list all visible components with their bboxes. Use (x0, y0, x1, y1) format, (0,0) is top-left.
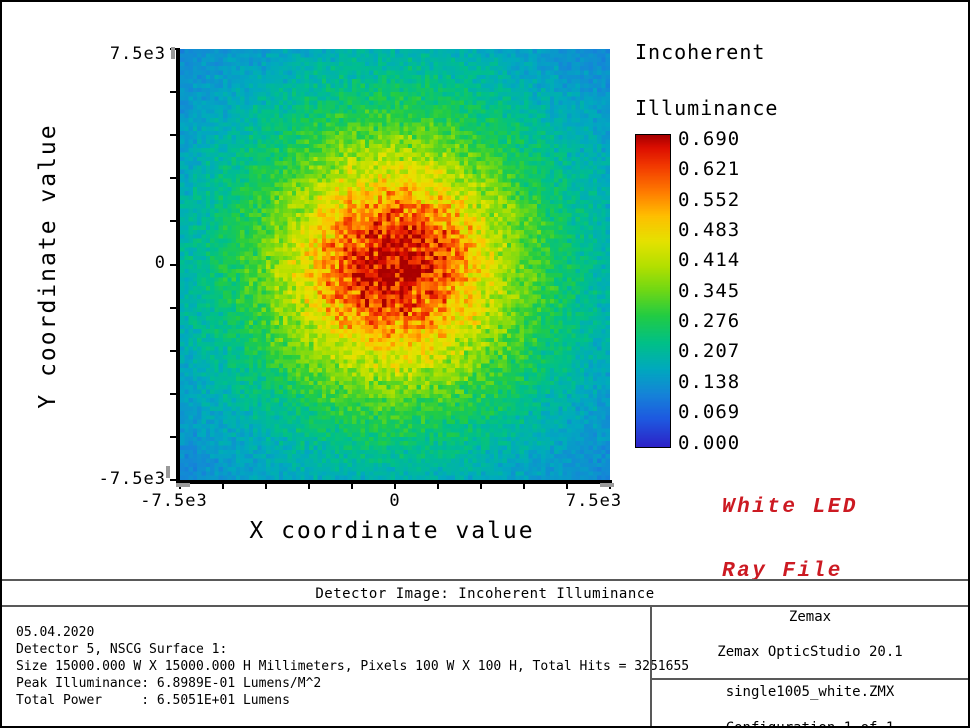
y-tick-mark (170, 479, 177, 481)
y-axis-end-cap-top (171, 47, 175, 59)
colorbar-label: 0.000 (678, 431, 741, 454)
brand-line2: Zemax OpticStudio 20.1 (717, 644, 903, 660)
legend-title-line2: Illuminance (635, 96, 779, 120)
detector-info-panel: 05.04.2020 Detector 5, NSCG Surface 1: Siz… (16, 624, 689, 709)
info-line: Total Power : 6.5051E+01 Lumens (16, 693, 290, 708)
brand-panel: Zemax Zemax OpticStudio 20.1 (652, 609, 968, 662)
header-strip-title: Detector Image: Incoherent Illuminance (315, 586, 655, 602)
colorbar-label: 0.690 (678, 128, 741, 150)
x-tick-mark (308, 483, 310, 489)
x-tick-label-max: 7.5e3 (565, 491, 623, 511)
x-tick-mark (523, 483, 525, 489)
colorbar-label: 0.621 (678, 158, 741, 181)
y-tick-mark (170, 349, 177, 352)
colorbar-label: 0.345 (678, 279, 741, 302)
x-tick-mark (351, 483, 353, 489)
x-tick-label-min: -7.5e3 (140, 491, 208, 511)
y-axis-end-cap-bottom (166, 466, 170, 478)
colorbar-gradient (636, 135, 670, 447)
legend-title-line1: Incoherent (635, 40, 766, 64)
annotation-line1: White LED (722, 496, 858, 519)
colorbar (635, 134, 671, 448)
panel-vertical-divider (650, 607, 652, 726)
x-tick-mark (265, 483, 267, 489)
config-file-name: single1005_white.ZMX (725, 684, 895, 700)
x-tick-mark (566, 483, 568, 489)
x-tick-mark (480, 483, 482, 489)
colorbar-label: 0.552 (678, 188, 741, 211)
y-tick-label-min: -7.5e3 (98, 469, 166, 489)
y-tick-mark (170, 91, 177, 94)
x-axis-end-cap-right (600, 483, 614, 487)
colorbar-label: 0.276 (678, 310, 741, 333)
info-line: Peak Illuminance: 6.8989E-01 Lumens/M^2 (16, 676, 322, 691)
colorbar-label: 0.414 (678, 249, 741, 272)
colorbar-label: 0.138 (678, 370, 741, 393)
y-axis-title: Y coordinate value (35, 123, 61, 409)
brand-config-divider (652, 678, 968, 680)
x-axis-line (176, 480, 612, 484)
x-axis-title: X coordinate value (249, 518, 535, 544)
x-tick-mark (437, 483, 439, 489)
legend-title: Incoherent Illuminance (635, 38, 778, 122)
detector-heatmap-image (180, 49, 610, 480)
y-tick-mark (170, 392, 177, 395)
user-annotation: White LED Ray File (722, 492, 858, 588)
brand-line1: Zemax (788, 609, 832, 625)
y-tick-mark (170, 263, 177, 266)
colorbar-label: 0.207 (678, 340, 741, 363)
colorbar-label: 0.069 (678, 401, 741, 424)
y-tick-mark (170, 220, 177, 223)
y-tick-label-zero: 0 (154, 253, 166, 273)
config-panel: single1005_white.ZMX Configuration 1 of … (652, 683, 968, 728)
x-tick-label-zero: 0 (389, 491, 401, 511)
info-line: Size 15000.000 W X 15000.000 H Millimete… (16, 659, 690, 674)
colorbar-label: 0.483 (678, 219, 741, 242)
x-tick-mark (394, 483, 396, 489)
annotation-line2: Ray File (722, 560, 843, 583)
y-tick-mark (170, 306, 177, 309)
header-strip-bottom-rule (2, 605, 968, 607)
y-tick-mark (170, 435, 177, 438)
config-line2: Configuration 1 of 1 (725, 720, 895, 728)
y-axis-line (176, 48, 180, 484)
y-tick-label-max: 7.5e3 (109, 44, 166, 64)
info-line: 05.04.2020 (16, 625, 95, 640)
info-line: Detector 5, NSCG Surface 1: (16, 642, 228, 657)
header-strip-top-rule (2, 579, 968, 581)
y-tick-mark (170, 177, 177, 180)
x-axis-end-cap-left (176, 483, 190, 487)
y-tick-mark (170, 134, 177, 137)
x-tick-mark (222, 483, 224, 489)
